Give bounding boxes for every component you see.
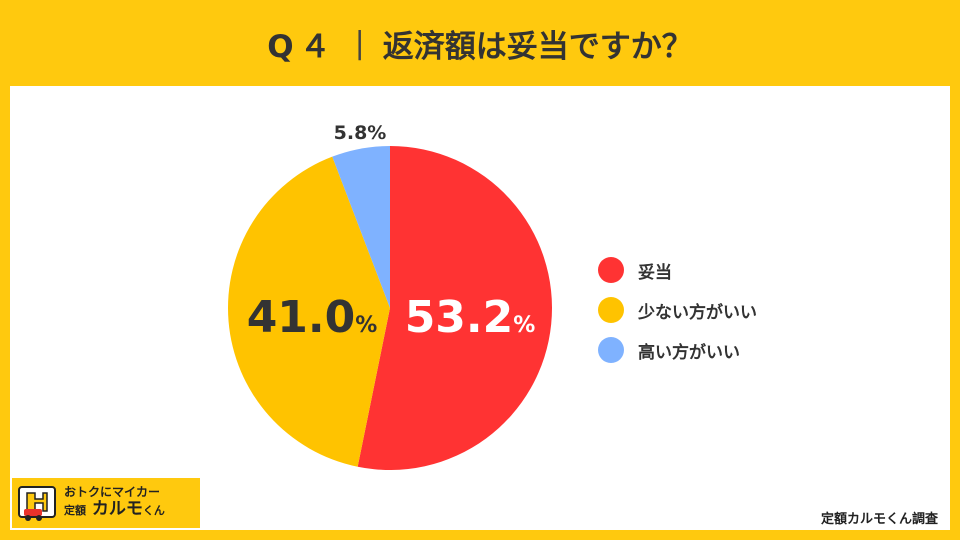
question-number: Q４ xyxy=(267,28,337,65)
legend-label-more: 高い方がいい xyxy=(638,342,740,363)
logo-brand-suffix: くん xyxy=(142,504,165,518)
logo-brand: 定額 カルモくん xyxy=(64,499,165,520)
logo-brand-prefix: 定額 xyxy=(64,504,86,518)
logo-tagline: おトクにマイカー xyxy=(64,485,161,500)
legend-swatch-less xyxy=(598,297,624,323)
legend-label-appropriate: 妥当 xyxy=(638,262,672,283)
data-label-less: 41.0% xyxy=(247,292,378,343)
logo-brand-name: カルモ xyxy=(91,499,143,520)
page-title: 返済額は妥当ですか？ xyxy=(382,28,693,65)
legend-swatch-appropriate xyxy=(598,257,624,283)
legend-item-appropriate: 妥当 xyxy=(598,250,757,290)
legend: 妥当 少ない方がいい 高い方がいい xyxy=(598,250,757,370)
title-separator: | xyxy=(354,25,365,61)
header-bar: Q４ | 返済額は妥当ですか？ xyxy=(0,0,960,86)
slice-appropriate xyxy=(357,146,552,470)
data-label-more: 5.8% xyxy=(334,122,387,144)
source-note: 定額カルモくん調査 xyxy=(820,512,938,527)
brand-logo: おトクにマイカー 定額 カルモくん xyxy=(10,476,202,530)
legend-label-less: 少ない方がいい xyxy=(638,302,757,323)
legend-item-more: 高い方がいい xyxy=(598,330,757,370)
slice-more xyxy=(332,146,390,308)
legend-swatch-more xyxy=(598,337,624,363)
legend-item-less: 少ない方がいい xyxy=(598,290,757,330)
data-label-appropriate: 53.2% xyxy=(405,292,536,343)
car-logo-icon xyxy=(18,483,56,523)
slice-less xyxy=(227,156,390,467)
